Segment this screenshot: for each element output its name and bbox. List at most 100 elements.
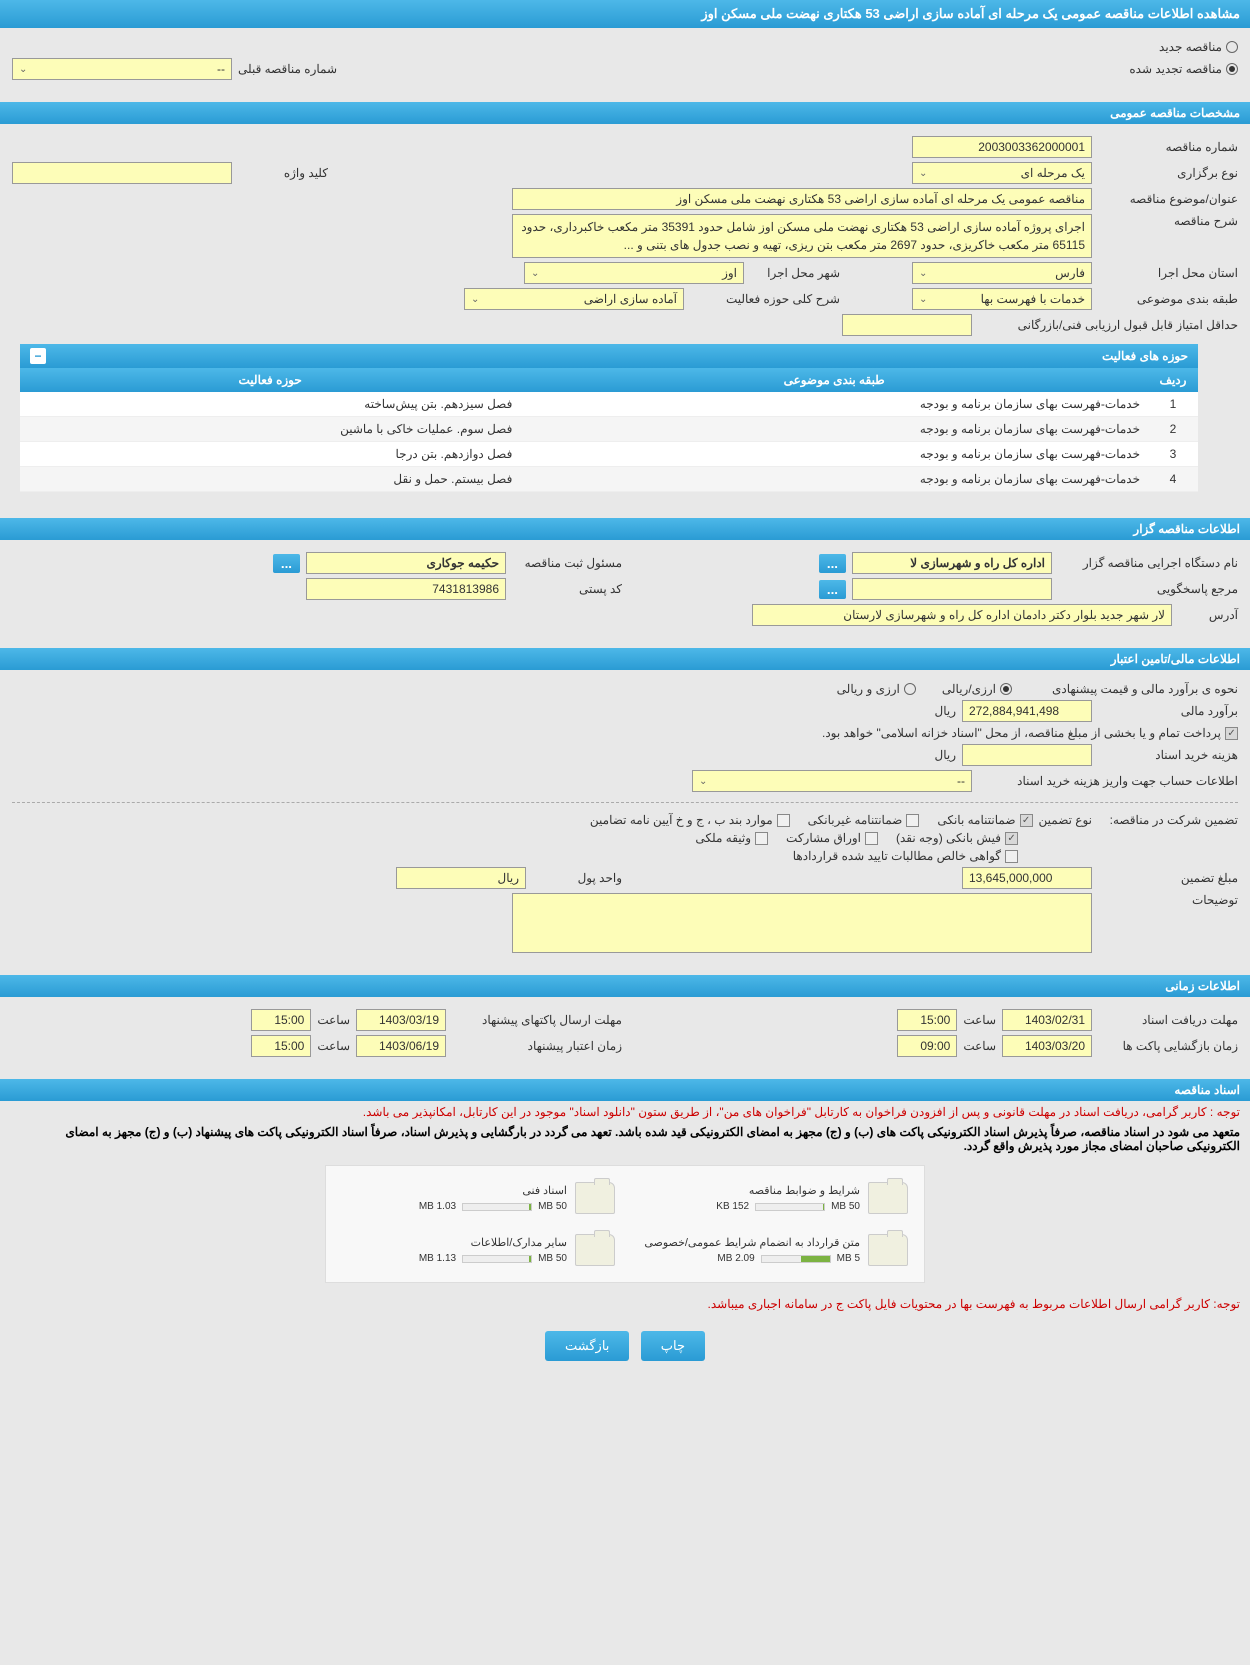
- divider: [12, 802, 1238, 803]
- holding-type-select[interactable]: یک مرحله ای ⌄: [912, 162, 1092, 184]
- radio-label: ارزی و ریالی: [837, 682, 900, 696]
- checkbox-icon: [755, 832, 768, 845]
- holding-type-label: نوع برگزاری: [1098, 166, 1238, 180]
- guarantee-label: تضمین شرکت در مناقصه:: [1098, 813, 1238, 827]
- chk-property[interactable]: وثیقه ملکی: [695, 831, 768, 845]
- activity-table: ردیف طبقه بندی موضوعی حوزه فعالیت 1خدمات…: [20, 368, 1198, 492]
- folder-icon: [575, 1234, 615, 1266]
- checkbox-icon: [777, 814, 790, 827]
- select-value: اوز: [722, 266, 737, 280]
- payment-note: پرداخت تمام و یا بخشی از مبلغ مناقصه، از…: [822, 726, 1221, 740]
- doc-title: متن قرارداد به انضمام شرایط عمومی/خصوصی: [635, 1236, 860, 1249]
- checkbox-icon: [1020, 814, 1033, 827]
- select-value: فارس: [1055, 266, 1085, 280]
- chk-securities[interactable]: اوراق مشارکت: [786, 831, 878, 845]
- contact-lookup-button[interactable]: ...: [819, 580, 846, 599]
- folder-icon: [868, 1182, 908, 1214]
- payment-note-check[interactable]: پرداخت تمام و یا بخشی از مبلغ مناقصه، از…: [822, 726, 1238, 740]
- notice-3: توجه: کاربر گرامی ارسال اطلاعات مربوط به…: [0, 1293, 1250, 1315]
- exec-lookup-button[interactable]: ...: [819, 554, 846, 573]
- notice-2: متعهد می شود در اسناد مناقصه، صرفاً پذیر…: [0, 1123, 1250, 1155]
- chk-nonbank[interactable]: ضمانتنامه غیربانکی: [808, 813, 920, 827]
- province-label: استان محل اجرا: [1098, 266, 1238, 280]
- doc-total: 50 MB: [538, 1253, 567, 1264]
- chk-bank[interactable]: ضمانتنامه بانکی: [937, 813, 1032, 827]
- validity-date: 1403/06/19: [356, 1035, 446, 1057]
- section-timing: اطلاعات زمانی: [0, 975, 1250, 997]
- send-deadline-label: مهلت ارسال پاکتهای پیشنهاد: [452, 1013, 622, 1027]
- back-button[interactable]: بازگشت: [545, 1331, 629, 1361]
- chevron-down-icon: ⌄: [19, 64, 31, 75]
- document-item[interactable]: شرایط و ضوابط مناقصه 50 MB 152 KB: [629, 1176, 914, 1220]
- contact-field[interactable]: [852, 578, 1052, 600]
- radio-label: مناقصه تجدید شده: [1129, 62, 1222, 76]
- doc-cost-unit: ریال: [934, 748, 956, 762]
- city-label: شهر محل اجرا: [750, 266, 840, 280]
- province-select[interactable]: فارس ⌄: [912, 262, 1092, 284]
- radio-rial[interactable]: ارزی/ریالی: [942, 682, 1012, 696]
- chevron-down-icon: ⌄: [919, 294, 931, 305]
- folder-icon: [575, 1182, 615, 1214]
- document-item[interactable]: اسناد فنی 50 MB 1.03 MB: [336, 1176, 621, 1220]
- checkbox-icon: [865, 832, 878, 845]
- keyword-label: کلید واژه: [238, 166, 328, 180]
- checkbox-label: ضمانتنامه بانکی: [937, 813, 1015, 827]
- radio-renewed-tender[interactable]: مناقصه تجدید شده: [1129, 62, 1238, 76]
- postal-field: 7431813986: [306, 578, 506, 600]
- subject-class-select[interactable]: خدمات با فهرست بها ⌄: [912, 288, 1092, 310]
- number-field: 2003003362000001: [912, 136, 1092, 158]
- print-button[interactable]: چاپ: [641, 1331, 705, 1361]
- notes-field[interactable]: [512, 893, 1092, 953]
- notice-1: توجه : کاربر گرامی، دریافت اسناد در مهلت…: [0, 1101, 1250, 1123]
- chk-clauses[interactable]: موارد بند ب ، ج و خ آیین نامه تضامین: [590, 813, 790, 827]
- min-score-field[interactable]: [842, 314, 972, 336]
- document-item[interactable]: متن قرارداد به انضمام شرایط عمومی/خصوصی …: [629, 1228, 914, 1272]
- doc-cost-field[interactable]: [962, 744, 1092, 766]
- collapse-icon[interactable]: −: [30, 348, 46, 364]
- checkbox-label: ضمانتنامه غیربانکی: [808, 813, 903, 827]
- checkbox-icon: [1005, 850, 1018, 863]
- radio-icon: [1000, 683, 1012, 695]
- chevron-down-icon: ⌄: [919, 168, 931, 179]
- doc-title: شرایط و ضوابط مناقصه: [635, 1184, 860, 1197]
- document-item[interactable]: سایر مدارک/اطلاعات 50 MB 1.13 MB: [336, 1228, 621, 1272]
- address-field: لار شهر جدید بلوار دکتر دادمان اداره کل …: [752, 604, 1172, 626]
- contact-label: مرجع پاسخگویی: [1058, 582, 1238, 596]
- desc-label: شرح مناقصه: [1098, 214, 1238, 228]
- estimate-field: 272,884,941,498: [962, 700, 1092, 722]
- select-value: آماده سازی اراضی: [584, 292, 677, 306]
- account-select[interactable]: -- ⌄: [692, 770, 972, 792]
- activity-scope-select[interactable]: آماده سازی اراضی ⌄: [464, 288, 684, 310]
- checkbox-icon: [906, 814, 919, 827]
- validity-time: 15:00: [251, 1035, 311, 1057]
- section-general: مشخصات مناقصه عمومی: [0, 102, 1250, 124]
- radio-currency[interactable]: ارزی و ریالی: [837, 682, 916, 696]
- receive-deadline-date: 1403/02/31: [1002, 1009, 1092, 1031]
- account-label: اطلاعات حساب جهت واریز هزینه خرید اسناد: [978, 774, 1238, 788]
- doc-used: 152 KB: [716, 1201, 749, 1212]
- radio-new-tender[interactable]: مناقصه جدید: [1159, 40, 1238, 54]
- chk-cash[interactable]: فیش بانکی (وجه نقد): [896, 831, 1018, 845]
- opening-label: زمان بازگشایی پاکت ها: [1098, 1039, 1238, 1053]
- prev-number-select[interactable]: -- ⌄: [12, 58, 232, 80]
- doc-total: 50 MB: [831, 1201, 860, 1212]
- title-label: عنوان/موضوع مناقصه: [1098, 192, 1238, 206]
- registrar-lookup-button[interactable]: ...: [273, 554, 300, 573]
- col-subject: طبقه بندی موضوعی: [520, 368, 1148, 392]
- guarantee-type-label: نوع تضمین: [1039, 813, 1092, 827]
- activity-table-header: حوزه های فعالیت −: [20, 344, 1198, 368]
- doc-used: 1.03 MB: [419, 1201, 456, 1212]
- doc-title: سایر مدارک/اطلاعات: [342, 1236, 567, 1249]
- address-label: آدرس: [1178, 608, 1238, 622]
- keyword-field[interactable]: [12, 162, 232, 184]
- radio-icon: [1226, 41, 1238, 53]
- chevron-down-icon: ⌄: [531, 268, 543, 279]
- radio-label: ارزی/ریالی: [942, 682, 996, 696]
- select-value: --: [957, 774, 965, 788]
- city-select[interactable]: اوز ⌄: [524, 262, 744, 284]
- exec-label: نام دستگاه اجرایی مناقصه گزار: [1058, 556, 1238, 570]
- chk-receivables[interactable]: گواهی خالص مطالبات تایید شده قراردادها: [793, 849, 1018, 863]
- table-row: 2خدمات-فهرست بهای سازمان برنامه و بودجهف…: [20, 417, 1198, 442]
- doc-used: 2.09 MB: [717, 1253, 754, 1264]
- radio-icon: [1226, 63, 1238, 75]
